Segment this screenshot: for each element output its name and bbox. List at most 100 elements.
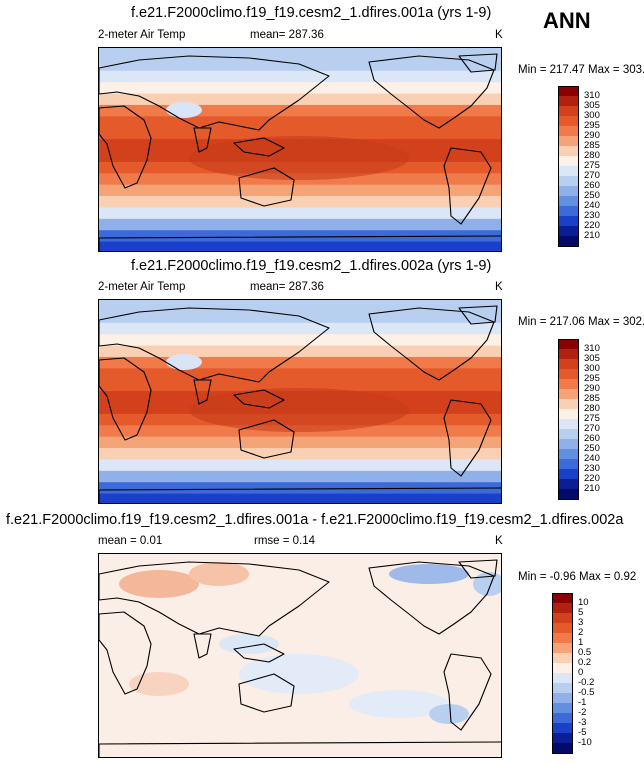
panel1-map: [98, 47, 502, 252]
colorbar-swatch: [558, 349, 579, 360]
colorbar-swatch: [558, 126, 579, 137]
colorbar-swatch: [558, 86, 579, 97]
colorbar-swatch: [558, 186, 579, 197]
colorbar-tick-label: 210: [584, 230, 600, 241]
difference-anomaly-region: [473, 572, 501, 596]
panel1-units-label: K: [495, 29, 503, 41]
panel2-mean-label: mean= 287.36: [250, 281, 324, 293]
colorbar-swatch: [558, 176, 579, 187]
colorbar-tick-label: 10: [578, 597, 589, 608]
temperature-band: [99, 184, 501, 197]
colorbar-tick-label: 270: [584, 170, 600, 181]
colorbar-tick-label: 220: [584, 473, 600, 484]
panel1-title: f.e21.F2000climo.f19_f19.cesm2_1.dfires.…: [131, 5, 492, 21]
colorbar-tick-label: 305: [584, 353, 600, 364]
tibet-cold-region: [166, 354, 202, 370]
colorbar-swatch: [558, 429, 579, 440]
panel3-minmax-label: Min = -0.96 Max = 0.92: [518, 571, 637, 583]
colorbar-tick-label: 285: [584, 140, 600, 151]
temperature-band: [99, 48, 501, 60]
temperature-band: [99, 196, 501, 209]
panel3-rmse-label: rmse = 0.14: [254, 535, 316, 547]
coastline: [443, 147, 492, 225]
colorbar-tick-label: 220: [584, 220, 600, 231]
colorbar-swatch: [558, 116, 579, 127]
temperature-band: [99, 59, 501, 72]
colorbar-swatch: [552, 653, 573, 664]
colorbar-swatch: [558, 106, 579, 117]
colorbar-tick-label: 240: [584, 453, 600, 464]
colorbar-tick-label: 290: [584, 383, 600, 394]
coastline: [99, 611, 152, 695]
warm-pool-region: [189, 136, 409, 180]
colorbar-swatch: [552, 743, 573, 754]
colorbar-swatch: [558, 226, 579, 237]
panel1-variable-label: 2-meter Air Temp: [98, 29, 186, 41]
colorbar-tick-label: 260: [584, 433, 600, 444]
colorbar-swatch: [552, 593, 573, 604]
temperature-band: [99, 311, 501, 324]
panel2-map: [98, 299, 502, 504]
coastline: [99, 741, 501, 757]
difference-anomaly-region: [429, 704, 469, 724]
temperature-band: [99, 207, 501, 220]
coastline: [443, 399, 492, 477]
colorbar-tick-label: -1: [578, 697, 587, 708]
colorbar-swatch: [558, 389, 579, 400]
colorbar-swatch: [558, 379, 579, 390]
colorbar-swatch: [552, 713, 573, 724]
colorbar-swatch: [558, 156, 579, 167]
colorbar-swatch: [558, 96, 579, 107]
colorbar-tick-label: 3: [578, 617, 584, 628]
panel3-mean-label: mean = 0.01: [98, 535, 163, 547]
panel2-variable-label: 2-meter Air Temp: [98, 281, 186, 293]
colorbar-tick-label: 270: [584, 423, 600, 434]
coastline: [193, 379, 212, 405]
colorbar-swatch: [558, 146, 579, 157]
difference-anomaly-region: [389, 564, 469, 584]
colorbar-tick-label: 230: [584, 463, 600, 474]
panel3-map: [98, 553, 502, 758]
colorbar-tick-label: 295: [584, 120, 600, 131]
warm-pool-region: [189, 388, 409, 432]
colorbar-swatch: [558, 419, 579, 430]
tibet-cold-region: [166, 102, 202, 118]
colorbar-tick-label: -3: [578, 717, 587, 728]
colorbar-tick-label: 290: [584, 130, 600, 141]
colorbar-swatch: [558, 479, 579, 490]
colorbar-tick-label: 0.5: [578, 647, 592, 658]
panel3-difference-field: [99, 554, 501, 757]
colorbar-tick-label: 300: [584, 110, 600, 121]
colorbar-swatch: [552, 603, 573, 614]
colorbar-swatch: [558, 399, 579, 410]
colorbar-swatch: [552, 693, 573, 704]
coastline: [238, 419, 295, 459]
coastline: [99, 235, 501, 251]
coastline: [458, 305, 498, 325]
coastline: [193, 633, 212, 659]
colorbar-swatch: [558, 136, 579, 147]
colorbar-tick-label: 305: [584, 100, 600, 111]
colorbar-tick-label: 310: [584, 343, 600, 354]
colorbar-swatch: [558, 489, 579, 500]
panel1-minmax-label: Min = 217.47 Max = 303.30: [518, 64, 644, 76]
temperature-band: [99, 356, 501, 369]
colorbar-tick-label: -0.5: [578, 687, 595, 698]
colorbar-swatch: [552, 703, 573, 714]
colorbar-swatch: [552, 733, 573, 744]
colorbar-tick-label: 300: [584, 363, 600, 374]
coastline: [238, 673, 295, 713]
colorbar-swatch: [558, 339, 579, 350]
colorbar-tick-label: 210: [584, 483, 600, 494]
temperature-band: [99, 241, 501, 251]
difference-anomaly-region: [239, 654, 359, 694]
temperature-band: [99, 482, 501, 495]
colorbar-tick-label: 0.2: [578, 657, 592, 668]
coastline: [233, 643, 285, 663]
colorbar-swatch: [552, 623, 573, 634]
temperature-band: [99, 448, 501, 461]
temperature-band: [99, 322, 501, 335]
panel3-title: f.e21.F2000climo.f19_f19.cesm2_1.dfires.…: [6, 512, 624, 528]
colorbar-swatch: [558, 236, 579, 247]
panel3-colorbar: 10 5 3 2 1 0.5 0.2 0 -0.2 -0.5 -1 -2 -3 -5 -10: [552, 593, 622, 754]
